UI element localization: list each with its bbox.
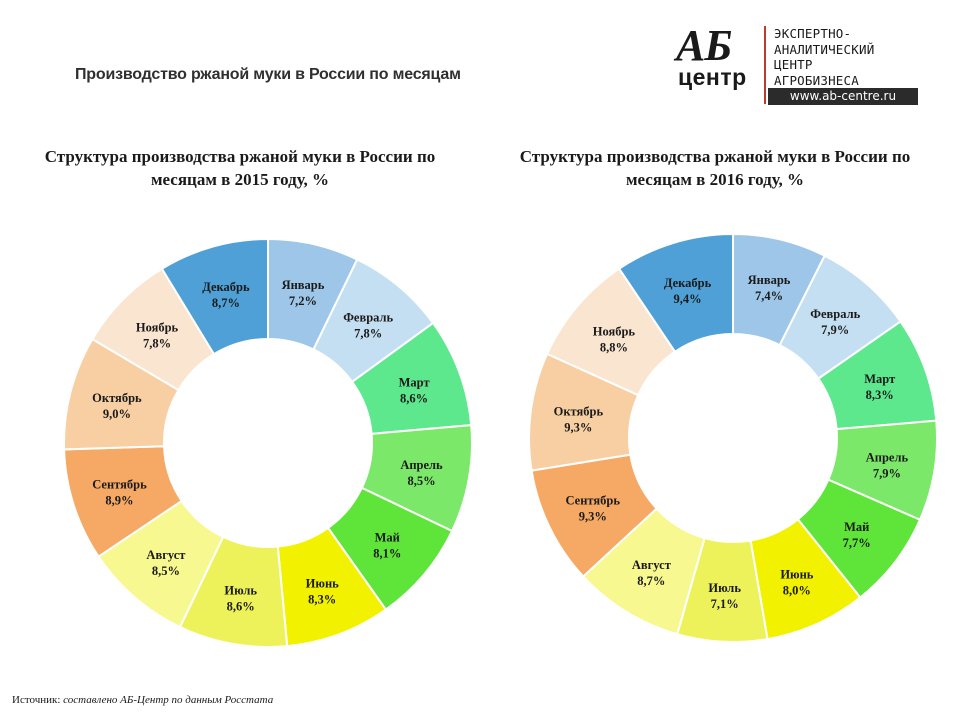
slice-value-2015-5: 8,1% [373,547,401,561]
logo-mark-top: АБ [676,21,732,70]
slice-label-2016-5: Май [844,520,869,534]
slice-label-2015-8: Август [146,548,185,562]
slice-value-2015-10: 9,0% [103,407,131,421]
slice-label-2016-6: Июнь [780,567,813,581]
source-text: составлено АБ-Центр по данным Росстата [63,694,274,706]
slice-label-2015-11: Ноябрь [136,320,179,334]
slice-value-2015-7: 8,6% [227,600,255,614]
slice-label-2016-8: Август [632,558,671,572]
logo-url: www.ab-centre.ru [768,88,918,105]
slice-label-2016-1: Январь [748,273,791,287]
logo-mark-bottom: центр [678,64,747,90]
slice-value-2016-6: 8,0% [783,583,811,597]
slice-2016-12 [617,232,734,354]
slice-value-2016-3: 8,3% [866,388,894,402]
slice-value-2016-8: 8,7% [637,574,665,588]
source-label: Источник: [12,694,61,706]
logo-text: ЭКСПЕРТНО- АНАЛИТИЧЕСКИЙ ЦЕНТР АГРОБИЗНЕ… [774,26,874,88]
slice-label-2015-10: Октябрь [92,391,142,405]
chart-title-2016: Структура производства ржаной муки в Рос… [519,147,911,189]
slice-label-2016-9: Сентябрь [566,493,621,507]
slice-label-2016-12: Декабрь [664,276,712,290]
slice-label-2015-5: Май [375,531,400,545]
slice-label-2015-7: Июль [224,584,257,598]
slice-value-2016-7: 7,1% [711,597,739,611]
slice-value-2015-8: 8,5% [152,564,180,578]
slice-value-2015-9: 8,9% [105,494,133,508]
slice-label-2015-4: Апрель [400,458,443,472]
slice-label-2015-2: Февраль [343,310,393,324]
chart-title-2015: Структура производства ржаной муки в Рос… [44,147,436,189]
slice-label-2015-1: Январь [282,278,325,292]
slice-label-2016-2: Февраль [810,307,860,321]
slice-value-2016-4: 7,9% [873,466,901,480]
slice-label-2016-3: Март [864,372,895,386]
slice-label-2016-4: Апрель [866,450,909,464]
slice-value-2016-1: 7,4% [755,289,783,303]
logo-line-2: АНАЛИТИЧЕСКИЙ [774,41,875,57]
donut-2016: Январь 7,4% Февраль 7,9% Март 8,3% Апрель 7,9% М… [528,232,938,643]
slice-2015-12 [160,237,269,356]
page-title: Производство ржаной муки в России по мес… [75,66,461,83]
logo-line-1: ЭКСПЕРТНО- [774,26,852,41]
logo-line-4: АГРОБИЗНЕСА [774,72,859,88]
logo-divider [764,26,766,104]
donut-2015: Январь 7,2% Февраль 7,8% Март 8,6% Апрель 8,5% М… [63,237,473,648]
slice-label-2015-12: Декабрь [202,280,250,294]
slice-label-2016-10: Октябрь [554,404,604,418]
slice-value-2016-2: 7,9% [821,323,849,337]
slice-value-2015-6: 8,3% [308,592,336,606]
slice-label-2015-6: Июнь [306,576,339,590]
slice-value-2015-12: 8,7% [212,296,240,310]
slice-label-2015-3: Март [399,375,430,389]
logo-line-3: ЦЕНТР [774,57,813,72]
slice-value-2015-2: 7,8% [354,326,382,340]
source-note: Источник: составлено АБ-Центр по данным … [12,694,273,706]
slice-value-2016-11: 8,8% [600,340,628,354]
slice-label-2016-7: Июль [708,581,741,595]
slice-value-2016-10: 9,3% [564,420,592,434]
slice-value-2015-3: 8,6% [400,391,428,405]
slice-value-2016-5: 7,7% [843,536,871,550]
ab-centre-logo: АБ центр ЭКСПЕРТНО- АНАЛИТИЧЕСКИЙ ЦЕНТР … [676,22,920,106]
slice-value-2016-9: 9,3% [579,509,607,523]
slice-label-2015-9: Сентябрь [92,478,147,492]
slice-value-2015-1: 7,2% [289,294,317,308]
slice-value-2015-11: 7,8% [143,336,171,350]
slice-value-2015-4: 8,5% [407,474,435,488]
slice-label-2016-11: Ноябрь [593,324,636,338]
slice-value-2016-12: 9,4% [673,292,701,306]
